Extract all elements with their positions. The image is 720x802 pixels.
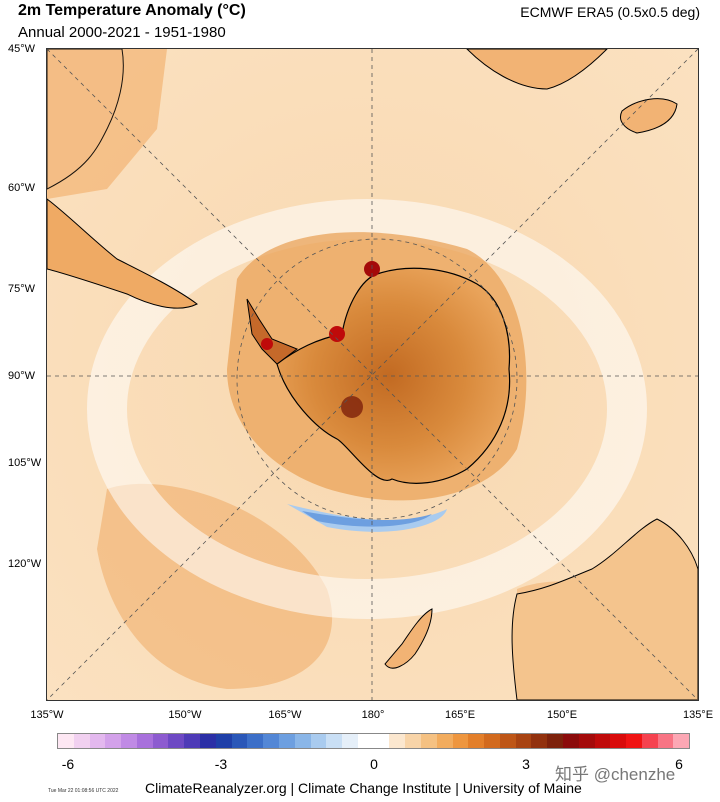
colorbar-tick: 6 xyxy=(675,756,683,772)
colorbar-swatch xyxy=(278,734,295,748)
hotspot xyxy=(329,326,345,342)
colorbar-swatch xyxy=(294,734,311,748)
hotspot xyxy=(261,338,273,350)
colorbar-swatch xyxy=(136,734,153,748)
lon-label: 165°W xyxy=(268,709,302,721)
graticule-line xyxy=(47,49,698,700)
lon-label: 180° xyxy=(361,709,385,721)
lat-label: 90°W xyxy=(8,370,36,382)
lon-label: 135°E xyxy=(682,709,714,721)
colorbar-swatch xyxy=(626,734,642,748)
lat-label: 120°W xyxy=(8,558,42,570)
colorbar-swatch xyxy=(657,734,674,748)
watermark: 知乎 @chenzhe xyxy=(555,765,676,784)
colorbar-swatch xyxy=(673,734,690,748)
colorbar-swatch xyxy=(152,734,169,748)
colorbar-swatch xyxy=(610,734,627,748)
colorbar-swatch xyxy=(310,734,327,748)
colorbar-swatch xyxy=(215,734,232,748)
colorbar-swatch xyxy=(641,734,658,748)
colorbar-swatch xyxy=(578,734,595,748)
colorbar-swatch xyxy=(515,734,532,748)
map-canvas xyxy=(47,49,698,700)
colorbar-swatch xyxy=(73,734,90,748)
south-america-north xyxy=(47,49,124,190)
colorbar-swatch xyxy=(563,734,579,748)
australia xyxy=(511,518,698,700)
colorbar-swatch xyxy=(231,734,248,748)
colorbar-swatch xyxy=(357,734,374,748)
colorbar-swatch xyxy=(484,734,500,748)
colorbar-swatch xyxy=(121,734,137,748)
data-source-label: ECMWF ERA5 (0.5x0.5 deg) xyxy=(520,4,700,20)
colorbar-swatch xyxy=(436,734,453,748)
lat-label: 45°W xyxy=(8,43,36,55)
colorbar-swatch xyxy=(184,734,201,748)
colorbar-swatch xyxy=(263,734,279,748)
colorbar-swatch xyxy=(105,734,122,748)
hotspot xyxy=(341,396,363,418)
colorbar-swatch xyxy=(342,734,358,748)
colorbar-tick: 3 xyxy=(522,756,530,772)
colorbar-swatch xyxy=(247,734,264,748)
timestamp: Tue Mar 22 01:08:56 UTC 2022 xyxy=(48,788,119,794)
map-subtitle: Annual 2000-2021 - 1951-1980 xyxy=(18,24,226,41)
anomaly-map xyxy=(46,48,699,701)
cool-anomaly xyxy=(302,511,432,527)
cool-anomaly xyxy=(287,504,447,532)
antarctic-peninsula xyxy=(246,298,299,365)
colorbar xyxy=(57,733,690,749)
lon-label: 150°E xyxy=(546,709,578,721)
credit-line: ClimateReanalyzer.org | Climate Change I… xyxy=(145,780,582,796)
colorbar-swatch xyxy=(594,734,611,748)
colorbar-swatch xyxy=(326,734,343,748)
graticule-line xyxy=(47,49,698,700)
colorbar-swatch xyxy=(89,734,106,748)
cool-ring xyxy=(87,199,647,619)
south-america xyxy=(47,198,198,309)
lon-label: 135°W xyxy=(30,709,64,721)
colorbar-swatch xyxy=(468,734,485,748)
colorbar-tick: -3 xyxy=(214,756,228,772)
lon-label: 165°E xyxy=(444,709,476,721)
colorbar-swatch xyxy=(58,734,74,748)
colorbar-swatch xyxy=(547,734,563,748)
lon-label: 150°W xyxy=(168,709,202,721)
colorbar-swatch xyxy=(405,734,421,748)
colorbar-swatch xyxy=(373,734,390,748)
lat-label: 105°W xyxy=(8,457,42,469)
colorbar-swatch xyxy=(389,734,406,748)
colorbar-swatch xyxy=(420,734,437,748)
colorbar-swatch xyxy=(200,734,216,748)
colorbar-swatch xyxy=(452,734,469,748)
colorbar-swatch xyxy=(531,734,548,748)
map-title: 2m Temperature Anomaly (°C) xyxy=(18,2,246,19)
lat-label: 75°W xyxy=(8,283,36,295)
africa xyxy=(466,49,608,90)
colorbar-tick: 0 xyxy=(370,756,378,772)
latitude-circle xyxy=(236,238,518,520)
new-zealand xyxy=(384,608,433,669)
colorbar-tick: -6 xyxy=(61,756,75,772)
lat-label: 60°W xyxy=(8,182,36,194)
colorbar-swatch xyxy=(499,734,516,748)
colorbar-swatch xyxy=(168,734,185,748)
